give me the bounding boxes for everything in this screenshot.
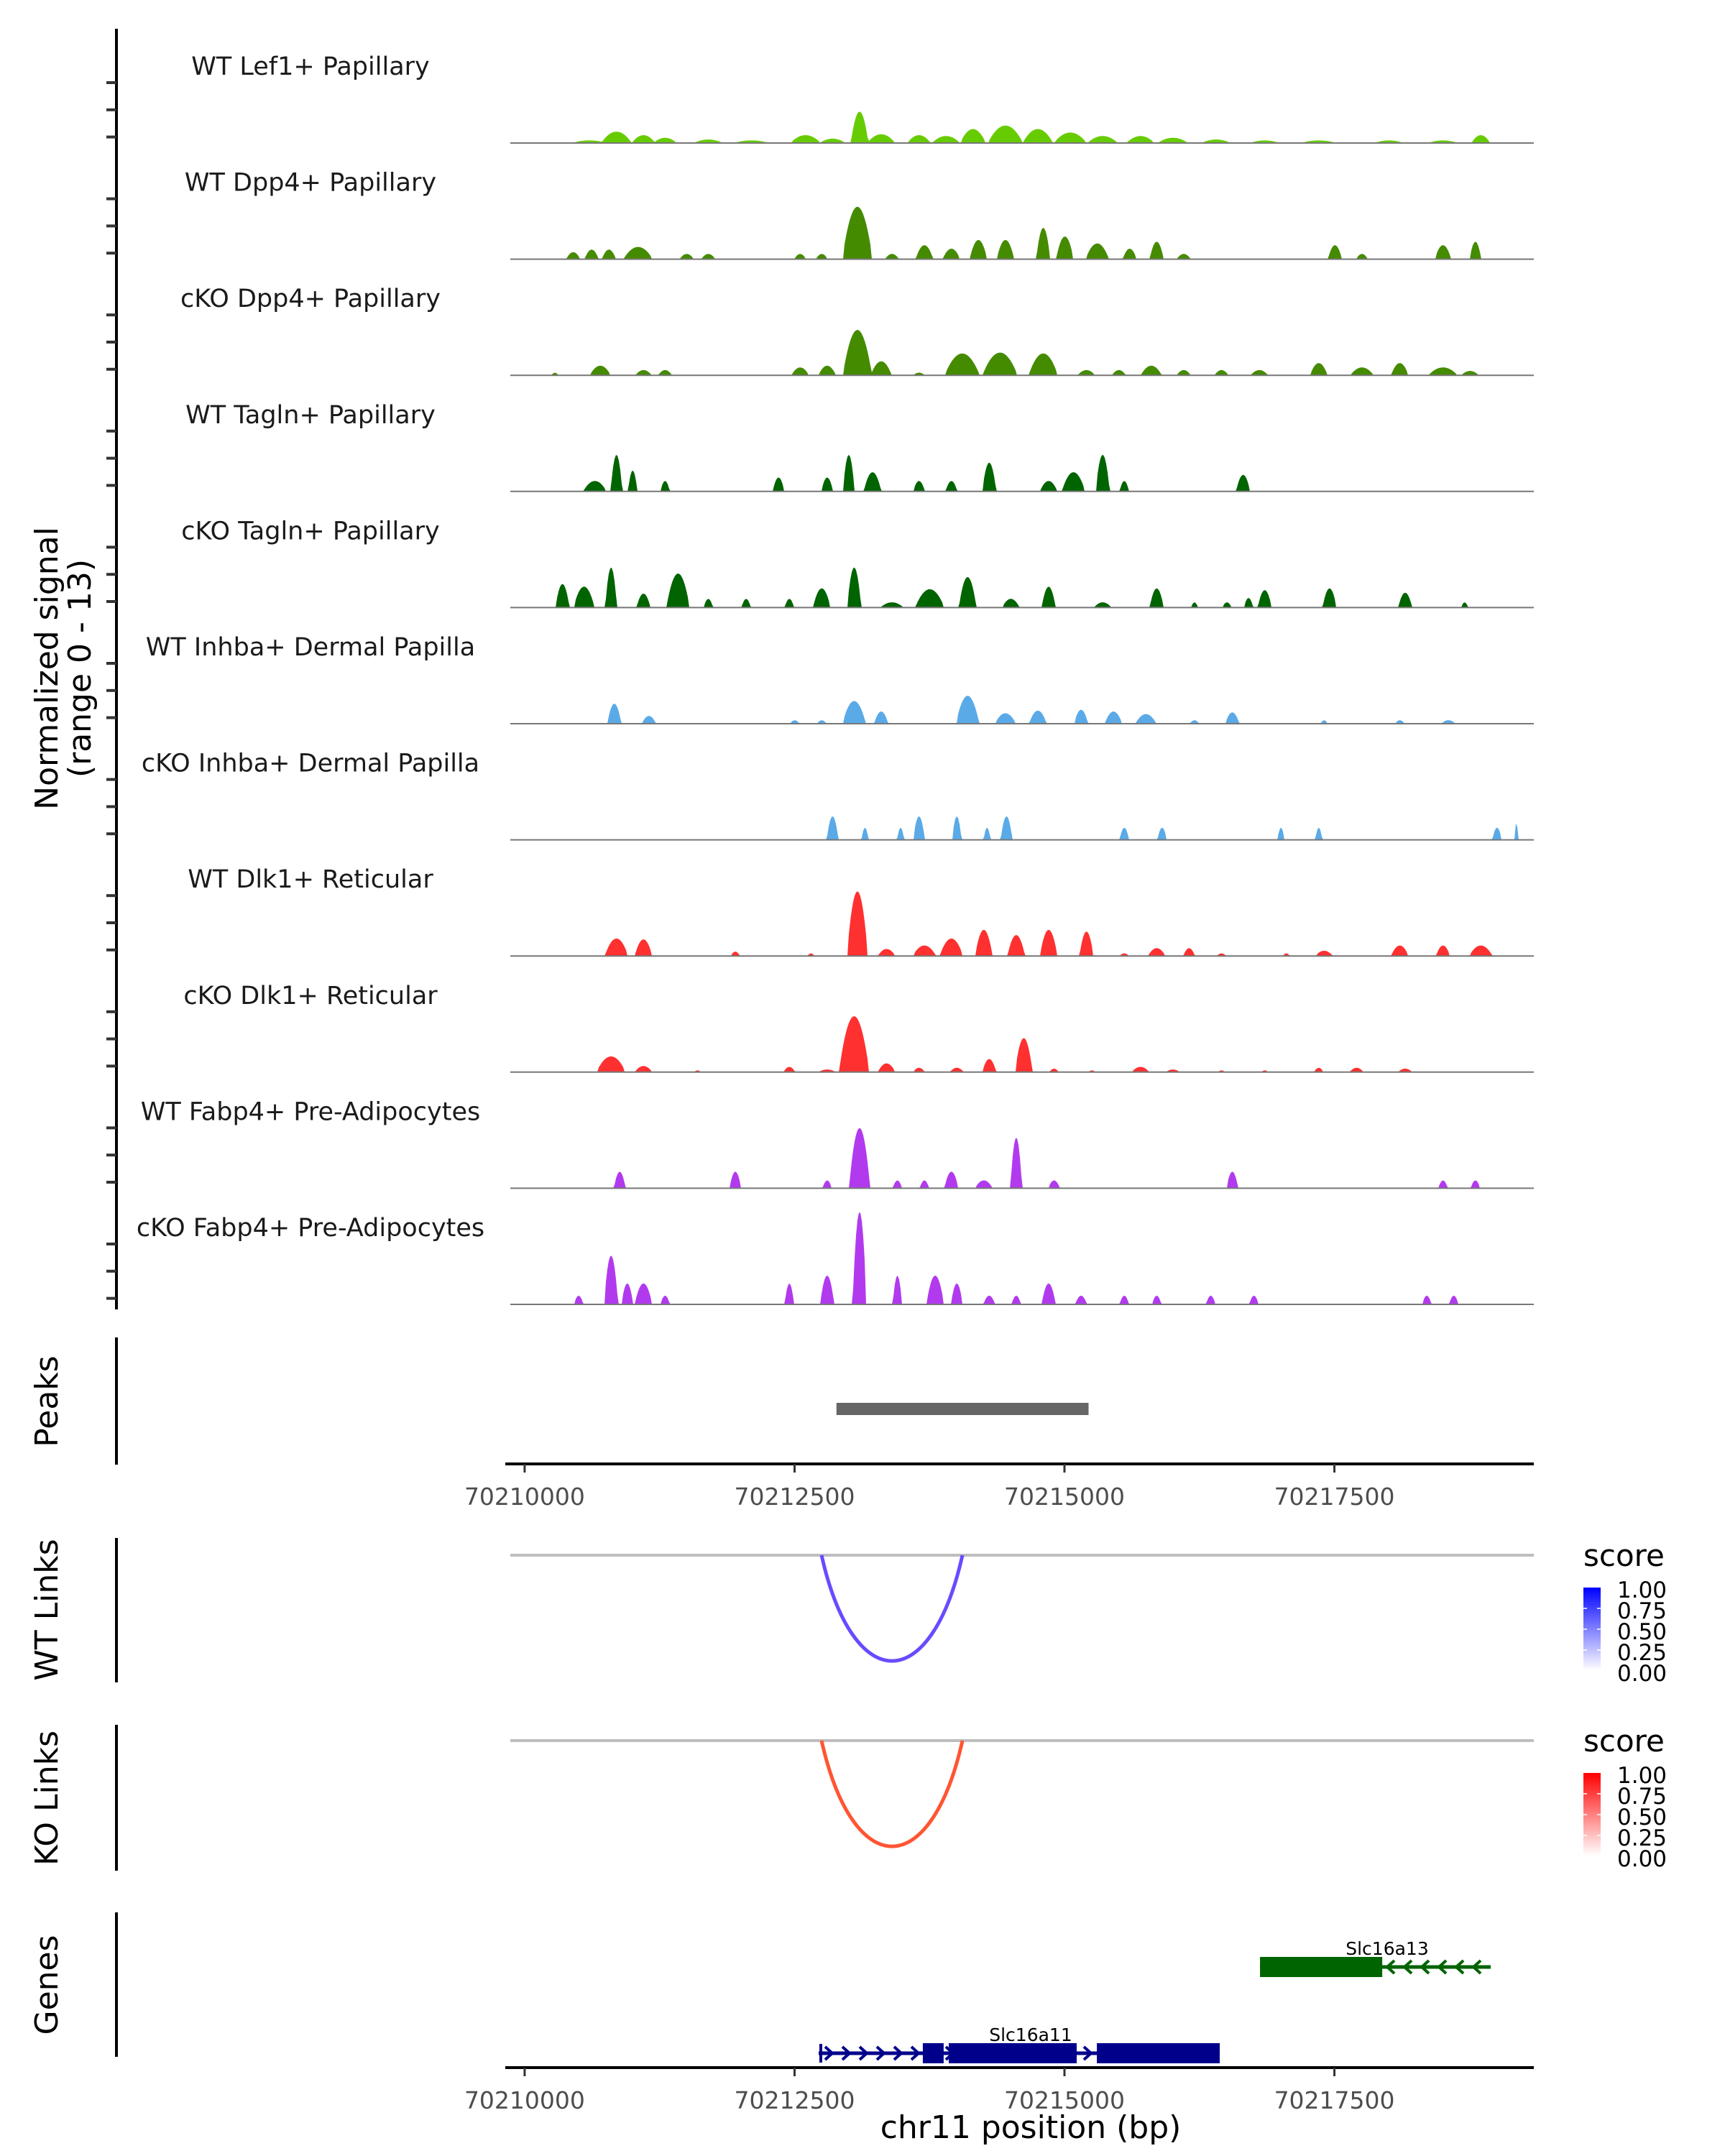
x-tick-label: 70217500 [1274, 1483, 1395, 1511]
coverage-track: WT Fabp4+ Pre-Adipocytes [141, 1097, 1535, 1189]
coverage-track: WT Lef1+ Papillary [191, 52, 1535, 144]
y-axis-subtitle: (range 0 - 13) [62, 559, 98, 778]
coverage-area [507, 454, 1535, 492]
track-label: cKO Tagln+ Papillary [181, 517, 440, 545]
coverage-area [507, 1016, 1535, 1072]
track-label: WT Fabp4+ Pre-Adipocytes [141, 1097, 480, 1126]
legend-title: score [1583, 1538, 1665, 1573]
legend-tick-label: 0.25 [1617, 1640, 1667, 1666]
coverage-area [507, 567, 1535, 608]
legend-tick-label: 0.75 [1617, 1598, 1667, 1624]
track-label: cKO Dlk1+ Reticular [183, 982, 438, 1010]
coverage-track: cKO Fabp4+ Pre-Adipocytes [137, 1212, 1535, 1305]
gene-exon [922, 2043, 944, 2063]
coverage-tracks: WT Lef1+ Papillary WT Dpp4+ Papillary cKO … [137, 52, 1535, 1305]
strand-arrow [1082, 2045, 1093, 2061]
legend-tick-label: 0.00 [1617, 1846, 1667, 1872]
genes-x-ticks: 70210000 70212500 70215000 70217500 [464, 2068, 1395, 2114]
strand-arrow [824, 2045, 834, 2061]
x-axis-title: chr11 position (bp) [880, 2109, 1182, 2146]
gene-exon [1260, 1957, 1383, 1977]
coverage-track: cKO Dlk1+ Reticular [183, 982, 1535, 1073]
coverage-area [507, 891, 1535, 957]
track-label: WT Inhba+ Dermal Papilla [146, 633, 475, 662]
coverage-track: cKO Dpp4+ Papillary [180, 285, 1535, 377]
strand-arrow [910, 2045, 921, 2061]
coverage-area [507, 330, 1535, 376]
coverage-area [507, 1128, 1535, 1189]
track-label: WT Lef1+ Papillary [191, 52, 430, 81]
coverage-track: cKO Inhba+ Dermal Papilla [142, 750, 1535, 841]
coverage-area [507, 206, 1535, 259]
strand-arrow [1385, 1959, 1396, 1975]
coverage-track: WT Dpp4+ Papillary [185, 169, 1535, 260]
peaks-track [836, 1403, 1089, 1415]
x-tick-label: 70212500 [734, 1483, 855, 1511]
coverage-track: WT Inhba+ Dermal Papilla [146, 633, 1535, 724]
peak-bar [836, 1403, 1089, 1415]
genes-track: Slc16a13 Slc16a11 [818, 1938, 1491, 2063]
y-axis-title-group: Normalized signal (range 0 - 13) [29, 527, 98, 810]
legend-tick-label: 1.00 [1617, 1577, 1667, 1603]
strand-arrow [875, 2045, 886, 2061]
ko-links-panel-label: KO Links [29, 1731, 65, 1866]
coverage-area [507, 1212, 1535, 1304]
coverage-area [507, 111, 1535, 143]
coverage-area [507, 696, 1535, 724]
track-label: WT Tagln+ Papillary [185, 401, 436, 430]
strand-arrow [1402, 1959, 1413, 1975]
legend-title: score [1583, 1723, 1665, 1759]
legend-tick-label: 0.00 [1617, 1661, 1667, 1687]
strand-arrow [893, 2045, 903, 2061]
x-tick-label: 70217500 [1274, 2086, 1395, 2114]
legend-tick-label: 0.50 [1617, 1619, 1667, 1645]
strand-arrow [858, 2045, 869, 2061]
track-label: cKO Fabp4+ Pre-Adipocytes [137, 1214, 484, 1243]
x-tick-label: 70210000 [464, 2086, 585, 2114]
links-tracks [510, 1554, 1534, 1848]
x-tick-label: 70215000 [1004, 2086, 1125, 2114]
peaks-x-ticks: 70210000 70212500 70215000 70217500 [464, 1464, 1395, 1511]
legend-tick-label: 1.00 [1617, 1763, 1667, 1789]
track-label: cKO Inhba+ Dermal Papilla [142, 750, 479, 778]
x-tick-label: 70212500 [734, 2086, 855, 2114]
coverage-track: WT Tagln+ Papillary [185, 401, 1535, 492]
track-label: cKO Dpp4+ Papillary [180, 285, 441, 313]
gene-label: Slc16a13 [1346, 1938, 1429, 1959]
track-label: WT Dpp4+ Papillary [185, 169, 436, 198]
x-tick-label: 70210000 [464, 1483, 585, 1511]
gene-exon [1097, 2043, 1220, 2063]
legend-tick-label: 0.50 [1617, 1805, 1667, 1830]
legend-tick-label: 0.25 [1617, 1825, 1667, 1851]
strand-arrow [1454, 1959, 1465, 1975]
strand-arrow [841, 2045, 852, 2061]
coverage-track: WT Dlk1+ Reticular [188, 865, 1535, 957]
gene-model: Slc16a11 [818, 2024, 1220, 2063]
wt-links-panel-label: WT Links [29, 1539, 65, 1680]
link-arc [819, 1554, 965, 1663]
strand-arrow [1420, 1959, 1430, 1975]
coverage-area [507, 816, 1535, 840]
gene-exon [948, 2043, 1077, 2063]
score-legends: score1.000.750.500.250.00score1.000.750.… [1583, 1538, 1667, 1872]
peaks-panel-label: Peaks [29, 1355, 65, 1447]
genes-panel-label: Genes [29, 1935, 65, 2035]
y-axis-title: Normalized signal [29, 527, 65, 810]
coverage-track: cKO Tagln+ Papillary [181, 517, 1535, 609]
link-arc [819, 1740, 965, 1848]
strand-arrow [1437, 1959, 1448, 1975]
x-tick-label: 70215000 [1004, 1483, 1125, 1511]
legend-tick-label: 0.75 [1617, 1784, 1667, 1810]
strand-arrow [1471, 1959, 1482, 1975]
gene-model: Slc16a13 [1260, 1938, 1491, 1977]
coverage-y-ticks [106, 81, 116, 1300]
gene-label: Slc16a11 [989, 2024, 1072, 2045]
track-label: WT Dlk1+ Reticular [188, 865, 433, 894]
